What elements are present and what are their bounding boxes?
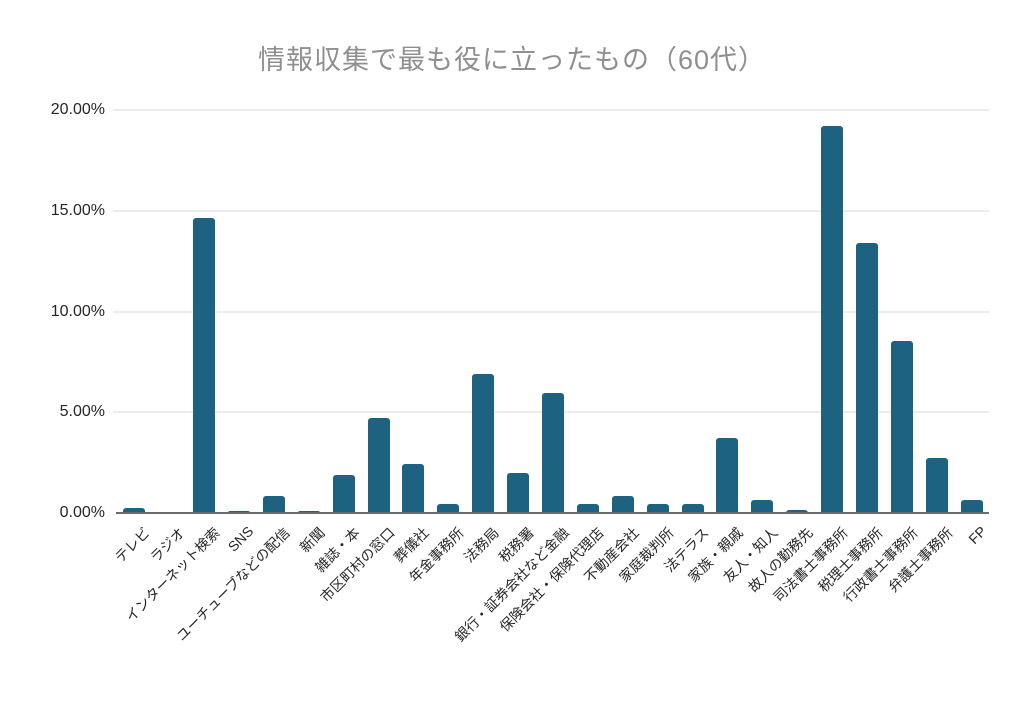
- gridline: [113, 109, 989, 111]
- bar: [960, 499, 983, 513]
- bar: [262, 495, 285, 513]
- chart-title: 情報収集で最も役に立ったもの（60代）: [257, 45, 767, 75]
- bar: [437, 503, 460, 513]
- bar: [576, 503, 599, 513]
- gridline: [113, 311, 989, 312]
- bar: [332, 474, 355, 513]
- y-axis-tick-label: 5.00%: [59, 403, 105, 421]
- bar: [646, 503, 669, 513]
- bar: [855, 243, 878, 513]
- bar: [123, 507, 146, 513]
- x-axis-line: [116, 512, 989, 514]
- bar: [193, 217, 216, 513]
- y-axis-tick-label: 0.00%: [59, 504, 105, 521]
- plot-area: 0.00% 5.00% 10.00% 15.00% 20.00% テレビ ラジオ インターネッ…: [51, 101, 989, 645]
- bar: [751, 499, 774, 513]
- bar: [402, 463, 425, 513]
- bar: [542, 393, 564, 513]
- gridline: [113, 210, 989, 212]
- bar: [472, 373, 495, 513]
- bar: [297, 510, 320, 513]
- bar: [507, 472, 530, 513]
- bar: [821, 126, 844, 513]
- bar: [367, 418, 390, 513]
- bar: [786, 509, 809, 513]
- bar: [611, 495, 634, 513]
- bar: [228, 510, 251, 513]
- y-axis-tick-label: 10.00%: [50, 302, 105, 320]
- bar: [681, 503, 704, 513]
- y-axis-tick-label: 15.00%: [50, 201, 105, 219]
- y-axis-tick-label: 20.00%: [50, 101, 105, 118]
- bar: [716, 438, 739, 513]
- bar: [925, 457, 948, 513]
- bar: [890, 340, 913, 513]
